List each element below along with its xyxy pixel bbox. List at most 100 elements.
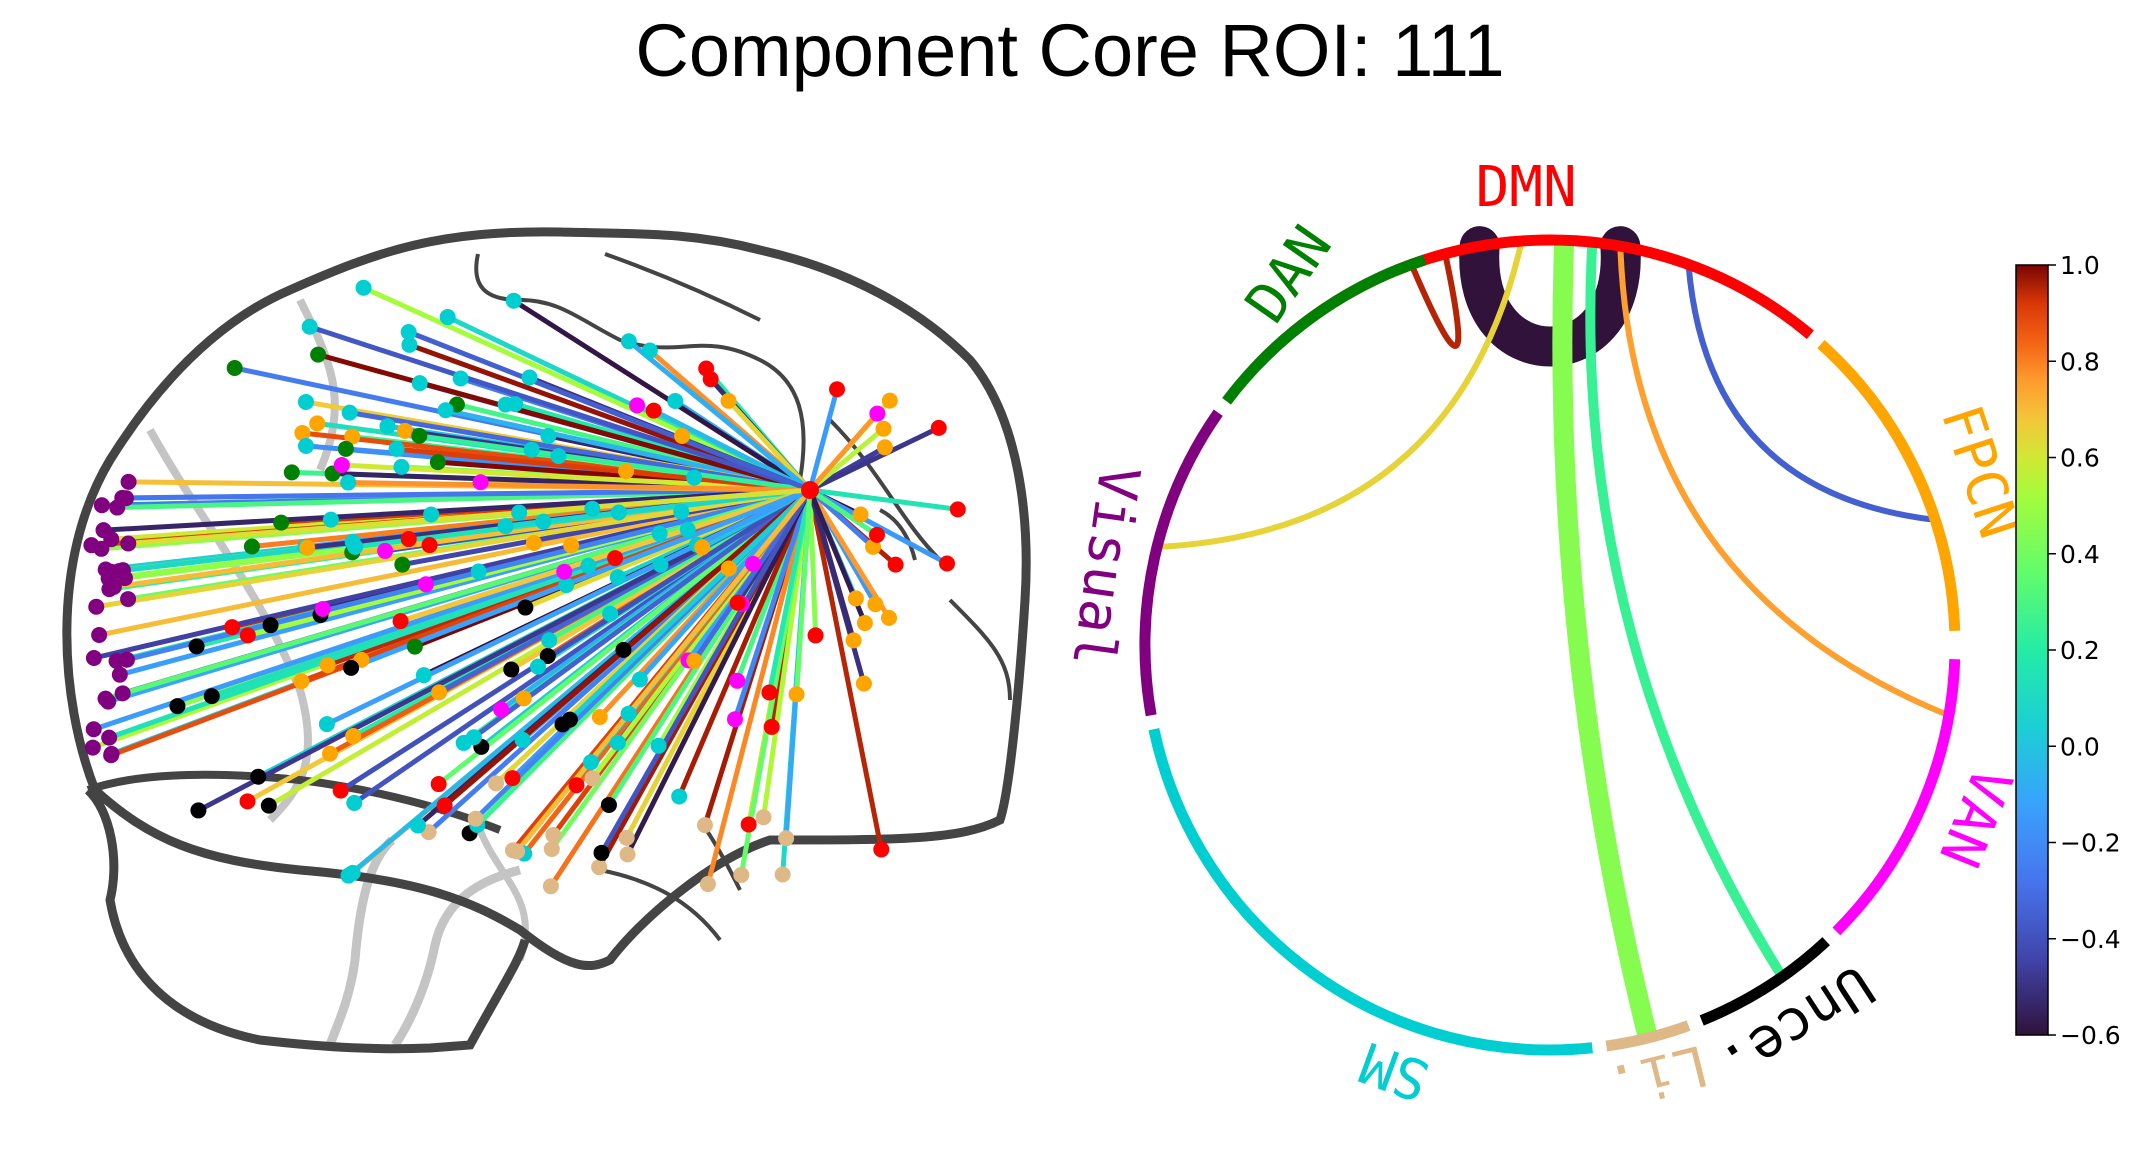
brain-node (939, 555, 956, 572)
brain-node (318, 716, 335, 733)
brain-node (465, 729, 482, 746)
brain-edge (348, 480, 811, 493)
brain-edge (809, 487, 959, 512)
brain-node (250, 768, 267, 785)
brain-node (610, 504, 627, 521)
colorbar-ticks: 1.0 0.8 0.6 0.4 0.2 0.0 −0.2 −0.4 −0.6 (2048, 251, 2121, 1050)
brain-node (674, 427, 691, 444)
brain-node (618, 463, 635, 480)
brain-node (114, 489, 131, 506)
brain-edge (652, 408, 812, 493)
brain-edge (308, 324, 811, 493)
brain-node (418, 576, 435, 593)
brain-node (118, 651, 135, 668)
brain-node (507, 396, 524, 413)
sulcus-frontal (828, 418, 942, 562)
brain-node (400, 531, 417, 548)
brain-node (322, 511, 339, 528)
brain-node (761, 684, 778, 701)
brain-node (346, 794, 363, 811)
brain-node (729, 672, 746, 689)
brain-node (720, 560, 737, 577)
brainstem-outline-2 (391, 865, 522, 1048)
brain-edge (515, 488, 812, 853)
brain-node (411, 427, 428, 444)
arc-li (1605, 1020, 1691, 1052)
label-visual: Visual (1059, 462, 1152, 671)
brain-node (542, 878, 559, 895)
brain-node (774, 866, 791, 883)
brain-node (262, 617, 279, 634)
brain-node (345, 728, 362, 745)
colorbar-tick-label: 0.2 (2060, 636, 2100, 665)
brain-node (340, 867, 357, 884)
brain-node (694, 539, 711, 556)
brain-node (401, 336, 418, 353)
brain-node (673, 503, 690, 520)
brain-node (876, 439, 893, 456)
brain-node (778, 830, 795, 847)
colorbar-tick-label: −0.6 (2060, 1021, 2121, 1050)
brain-edge (807, 489, 856, 642)
brain-edge (126, 487, 811, 663)
brain-node (472, 474, 489, 491)
brain-outline (62, 227, 1031, 970)
brain-node (667, 392, 684, 409)
brain-node (488, 775, 505, 792)
brain-node (333, 456, 350, 473)
brain-node (631, 671, 648, 688)
brain-node (493, 701, 510, 718)
brain-node (584, 770, 601, 787)
brain-node (347, 538, 364, 555)
brain-node (436, 797, 453, 814)
brain-node (514, 731, 531, 748)
brain-node (763, 718, 780, 735)
brain-node (344, 428, 361, 445)
brain-node (243, 538, 260, 555)
brain-node (190, 802, 207, 819)
brain-node (88, 598, 105, 615)
brain-node (641, 342, 658, 359)
label-dan: DAN (1234, 214, 1345, 334)
brain-edge (396, 446, 811, 493)
brain-node (394, 556, 411, 573)
arc-fpcn (1817, 339, 1961, 632)
brain-edge (705, 489, 813, 885)
brain-node (298, 437, 315, 454)
brain-node (541, 632, 558, 649)
brain-node (310, 346, 327, 363)
brain-node (226, 359, 243, 376)
brain-node (470, 563, 487, 580)
brain-edge (445, 407, 811, 493)
brain-node (341, 404, 358, 421)
chord-links (1156, 226, 1950, 1041)
brain-node (563, 537, 580, 554)
brain-node (397, 422, 414, 439)
arc-sm (1148, 728, 1593, 1056)
brain-node (101, 729, 118, 746)
brain-node (671, 788, 688, 805)
brain-node (930, 419, 947, 436)
brain-edge (407, 329, 811, 493)
brain-node (593, 844, 610, 861)
brain-node (755, 809, 772, 826)
brain-edge (350, 487, 811, 671)
brain-node (85, 650, 102, 667)
brain-node (607, 550, 624, 567)
brain-node (411, 375, 428, 392)
brain-node (309, 415, 326, 432)
brain-node (93, 497, 110, 514)
brain-node (355, 279, 372, 296)
colorbar-tick-label: 0.4 (2060, 540, 2100, 569)
brain-node (388, 440, 405, 457)
brain-node (525, 535, 542, 552)
brain-node (314, 601, 331, 618)
brain-node (686, 652, 703, 669)
brain-edge (599, 488, 813, 855)
brain-node (85, 721, 102, 738)
brain-node (91, 627, 108, 644)
brain-node (415, 667, 432, 684)
brain-node (120, 473, 137, 490)
brain-node (517, 599, 534, 616)
